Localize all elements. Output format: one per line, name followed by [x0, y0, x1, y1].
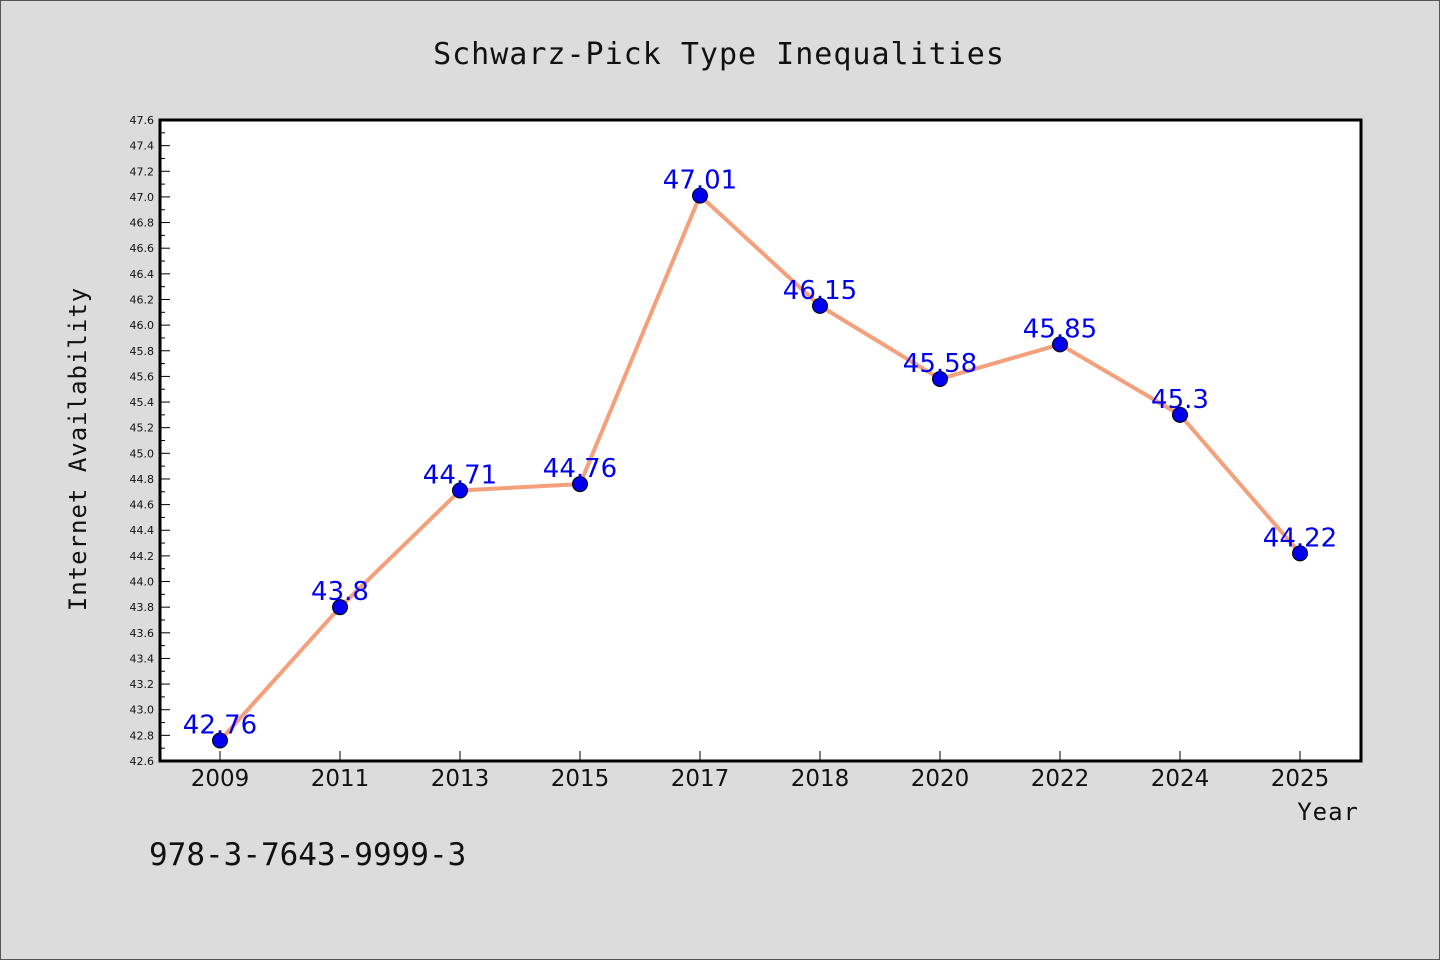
- data-point-label: 43.8: [311, 577, 369, 607]
- data-point-label: 42.76: [183, 710, 257, 740]
- x-tick-label: 2017: [671, 766, 730, 792]
- y-tick-label: 43.2: [130, 678, 155, 691]
- x-tick-label: 2011: [311, 766, 370, 792]
- isbn-text: 978-3-7643-9999-3: [149, 837, 466, 873]
- y-tick-label: 44.6: [130, 499, 155, 512]
- data-point-marker: [332, 599, 348, 616]
- y-tick-label: 47.2: [130, 165, 155, 178]
- x-axis-ticks: 2009 2011 2013 2015 2017 2018 2020 2022 2024 2025: [191, 751, 1330, 792]
- y-tick-label: 45.6: [130, 370, 155, 383]
- data-point-label: 44.76: [543, 454, 617, 484]
- y-tick-label: 47.0: [130, 191, 155, 204]
- x-tick-label: 2024: [1151, 766, 1210, 792]
- data-point-marker: [1052, 336, 1068, 353]
- y-axis-label: Internet Availability: [64, 287, 92, 611]
- x-axis-label: Year: [1297, 798, 1359, 826]
- data-point-marker: [572, 476, 588, 493]
- data-point-marker: [1292, 545, 1308, 562]
- x-tick-label: 2009: [191, 766, 250, 792]
- data-point-label: 46.15: [783, 276, 857, 306]
- data-point-marker: [812, 297, 828, 314]
- series-line: [218, 193, 1302, 742]
- y-tick-label: 42.6: [130, 755, 155, 768]
- data-point-label: 45.58: [903, 349, 977, 379]
- data-point-label: 44.71: [423, 460, 497, 490]
- data-point-marker: [452, 482, 468, 499]
- data-point-marker: [692, 187, 708, 204]
- x-tick-label: 2025: [1271, 766, 1330, 792]
- x-tick-label: 2015: [551, 766, 610, 792]
- y-tick-label: 46.8: [130, 217, 155, 230]
- y-tick-label: 47.4: [130, 140, 155, 153]
- data-point-marker: [932, 370, 948, 387]
- data-point-label: 47.01: [663, 166, 737, 196]
- x-tick-label: 2018: [791, 766, 850, 792]
- y-axis-ticks: 42.6 42.8 43.0 43.2 43.4 43.6 43.8 44.0 44.2 44.4…: [130, 114, 170, 768]
- x-tick-label: 2022: [1031, 766, 1090, 792]
- y-tick-label: 44.8: [130, 473, 155, 486]
- chart-title: Schwarz-Pick Type Inequalities: [433, 37, 1005, 72]
- y-tick-label: 45.8: [130, 345, 155, 358]
- y-tick-label: 42.8: [130, 729, 155, 742]
- y-tick-label: 43.0: [130, 704, 155, 717]
- plot-area: [158, 118, 1363, 763]
- x-tick-label: 2013: [431, 766, 490, 792]
- data-point-marker: [212, 732, 228, 749]
- x-tick-label: 2020: [911, 766, 970, 792]
- y-tick-label: 47.6: [130, 114, 155, 127]
- data-point-label: 44.22: [1263, 523, 1337, 553]
- y-tick-label: 45.2: [130, 422, 155, 435]
- data-point-marker: [1172, 406, 1188, 423]
- y-tick-label: 45.4: [130, 396, 155, 409]
- y-tick-label: 45.0: [130, 447, 155, 460]
- y-tick-label: 43.8: [130, 601, 155, 614]
- y-tick-label: 46.6: [130, 242, 155, 255]
- y-tick-label: 44.4: [130, 524, 155, 537]
- y-tick-label: 46.2: [130, 293, 155, 306]
- y-tick-label: 44.2: [130, 550, 155, 563]
- y-tick-label: 43.4: [130, 652, 155, 665]
- y-tick-label: 43.6: [130, 627, 155, 640]
- y-tick-label: 46.4: [130, 268, 155, 281]
- y-tick-label: 44.0: [130, 576, 155, 589]
- data-point-label: 45.3: [1151, 385, 1209, 415]
- data-point-label: 45.85: [1023, 314, 1097, 344]
- series-layer: 42.76 43.8 44.71 44.76 47.01 46.15 45.58 45.85 4…: [183, 166, 1337, 749]
- y-tick-label: 46.0: [130, 319, 155, 332]
